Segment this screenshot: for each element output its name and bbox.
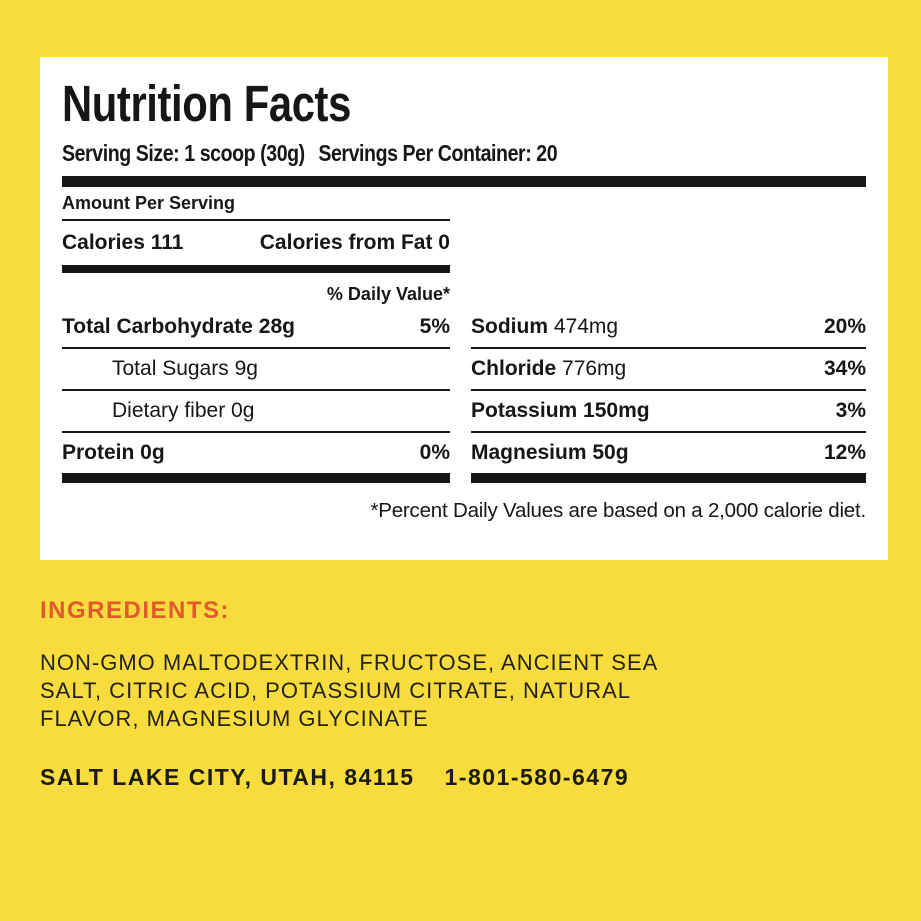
nutrient-row-chloride: Chloride 776mg 34% xyxy=(471,349,866,391)
serving-size: Serving Size: 1 scoop (30g) xyxy=(62,140,305,166)
calories-from-fat: Calories from Fat 0 xyxy=(259,231,450,254)
nutrient-dv: 20% xyxy=(823,315,866,338)
nutrient-row-dietary-fiber: Dietary fiber 0g xyxy=(62,391,450,433)
amount-per-serving-label: Amount Per Serving xyxy=(62,187,450,221)
ingredients-heading: INGREDIENTS: xyxy=(40,597,231,624)
ingredients-line: NON-GMO MALTODEXTRIN, FRUCTOSE, ANCIENT … xyxy=(40,650,659,675)
serving-info-row: Serving Size: 1 scoop (30g) Servings Per… xyxy=(62,140,745,167)
thick-divider-left-bottom xyxy=(62,473,450,483)
nutrient-dv: 12% xyxy=(823,441,866,464)
nutrient-name: Total Sugars 9g xyxy=(112,357,258,380)
footer-contact: SALT LAKE CITY, UTAH, 84115 1-801-580-64… xyxy=(40,764,629,791)
column-gap xyxy=(450,187,471,483)
ingredients-line: FLAVOR, MAGNESIUM GLYCINATE xyxy=(40,706,429,731)
nutrient-name: Total Carbohydrate 28g xyxy=(62,315,295,338)
footer-phone: 1-801-580-6479 xyxy=(444,764,630,790)
servings-per-container: Servings Per Container: 20 xyxy=(318,140,558,166)
nutrient-row-total-carbohydrate: Total Carbohydrate 28g 5% xyxy=(62,307,450,349)
footer-address: SALT LAKE CITY, UTAH, 84115 xyxy=(40,764,415,790)
nutrient-name: Protein 0g xyxy=(62,441,165,464)
ingredients-section: INGREDIENTS: NON-GMO MALTODEXTRIN, FRUCT… xyxy=(40,597,730,733)
nutrient-name: Dietary fiber 0g xyxy=(112,399,255,422)
calories-value: Calories 111 xyxy=(62,231,184,254)
nutrient-row-potassium: Potassium 150mg 3% xyxy=(471,391,866,433)
daily-value-header: % Daily Value* xyxy=(326,284,450,304)
nutrition-facts-title: Nutrition Facts xyxy=(62,75,351,132)
nutrient-dv: 3% xyxy=(835,399,866,422)
ingredients-list: NON-GMO MALTODEXTRIN, FRUCTOSE, ANCIENT … xyxy=(40,649,730,733)
nutrient-row-sodium: Sodium 474mg 20% xyxy=(471,307,866,349)
left-column: Amount Per Serving Calories 111 Calories… xyxy=(62,187,450,483)
nutrient-dv: 0% xyxy=(419,441,450,464)
nutrient-name: Magnesium 50g xyxy=(471,441,629,464)
nutrition-facts-panel: Nutrition Facts Serving Size: 1 scoop (3… xyxy=(40,57,888,560)
nutrient-name: Sodium 474mg xyxy=(471,315,619,338)
right-column: Sodium 474mg 20% Chloride 776mg 34% Pota… xyxy=(471,307,866,483)
nutrient-row-total-sugars: Total Sugars 9g xyxy=(62,349,450,391)
nutrient-columns: Amount Per Serving Calories 111 Calories… xyxy=(62,187,866,483)
nutrient-name: Potassium 150mg xyxy=(471,399,650,422)
nutrient-dv: 5% xyxy=(419,315,450,338)
thick-divider-top xyxy=(62,176,866,187)
ingredients-line: SALT, CITRIC ACID, POTASSIUM CITRATE, NA… xyxy=(40,678,631,703)
nutrient-dv: 34% xyxy=(823,357,866,380)
thick-divider-calories xyxy=(62,265,450,273)
nutrient-row-magnesium: Magnesium 50g 12% xyxy=(471,433,866,473)
nutrient-name: Chloride 776mg xyxy=(471,357,627,380)
calories-row: Calories 111 Calories from Fat 0 xyxy=(62,221,450,265)
nutrient-row-protein: Protein 0g 0% xyxy=(62,433,450,473)
daily-value-footnote: *Percent Daily Values are based on a 2,0… xyxy=(370,499,866,522)
thick-divider-right-bottom xyxy=(471,473,866,483)
